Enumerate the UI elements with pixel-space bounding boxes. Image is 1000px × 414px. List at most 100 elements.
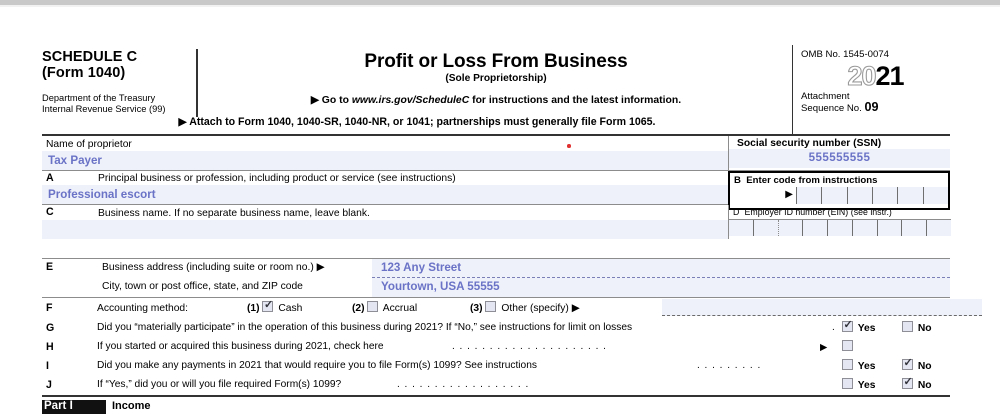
- checkbox-no[interactable]: [902, 373, 913, 391]
- ein-cell[interactable]: [901, 219, 927, 236]
- line-j-no[interactable]: No: [902, 373, 932, 395]
- line-g-no[interactable]: No: [902, 320, 932, 338]
- line-g-row: G Did you “materially participate” in th…: [42, 316, 950, 338]
- line-a-label: Principal business or profession, includ…: [98, 173, 456, 185]
- ein-cell[interactable]: [752, 219, 778, 236]
- ein-cells: [729, 218, 952, 236]
- page-title: Profit or Loss From Business: [364, 51, 628, 72]
- checkbox-accrual[interactable]: [367, 300, 379, 312]
- schedule-title: SCHEDULE C (Form 1040): [42, 45, 196, 81]
- line-e-city-row: City, town or post office, state, and ZI…: [42, 277, 950, 297]
- line-i-row: I Did you make any payments in 2021 that…: [42, 354, 950, 376]
- business-code-cell[interactable]: [871, 186, 898, 204]
- yes-label: Yes: [857, 360, 876, 372]
- cursor-marker-dot: [567, 144, 571, 148]
- line-d-label-note: (see instr.): [850, 206, 892, 217]
- line-h-row: H If you started or acquired this busine…: [42, 338, 950, 357]
- option-number: (1): [247, 302, 260, 314]
- line-j-leader-dots: . . . . . . . . . . . . . . . . . .: [397, 378, 530, 390]
- checkbox-no[interactable]: [902, 320, 913, 332]
- line-g-leader-dots: .: [832, 321, 836, 333]
- business-code-cells: ▶: [730, 186, 948, 204]
- part-i-title: Income: [112, 399, 151, 412]
- line-g-question: Did you “materially participate” in the …: [97, 321, 633, 333]
- line-e-street-label: Business address (including suite or roo…: [42, 259, 372, 278]
- line-i-yes[interactable]: Yes: [842, 358, 875, 376]
- arrow-right-icon: ▶: [785, 188, 793, 200]
- line-c-d-row: Business name. If no separate business n…: [42, 205, 952, 239]
- header-right-block: OMB No. 1545-0074 2021 Attachment Sequen…: [792, 45, 950, 134]
- ein-cell[interactable]: [926, 219, 952, 236]
- ein-cell[interactable]: [777, 219, 803, 236]
- schedule-title-line1: SCHEDULE C: [42, 49, 138, 65]
- header-bottom-rule: [42, 134, 950, 137]
- ssn-input[interactable]: 555555555: [729, 148, 950, 168]
- ein-cell[interactable]: [729, 219, 753, 236]
- line-d-label: Employer ID number (EIN): [744, 206, 849, 217]
- line-f-option-accrual[interactable]: (2) Accrual: [352, 299, 417, 318]
- checkbox-yes[interactable]: [842, 316, 853, 334]
- checkbox-started-business[interactable]: [842, 339, 853, 351]
- omb-number: OMB No. 1545-0074: [801, 49, 889, 60]
- goto-url[interactable]: www.irs.gov/ScheduleC: [351, 95, 470, 106]
- line-j-row: J If “Yes,” did you or will you file req…: [42, 373, 950, 395]
- business-code-cell[interactable]: [922, 186, 948, 204]
- form-page: SCHEDULE C (Form 1040) Department of the…: [0, 7, 1000, 414]
- checkbox-cash[interactable]: [262, 296, 274, 315]
- business-code-cell[interactable]: [796, 186, 822, 204]
- business-code-cell[interactable]: [821, 186, 847, 204]
- business-code-cell[interactable]: [846, 186, 872, 204]
- line-e-street-input[interactable]: 123 Any Street: [372, 258, 950, 278]
- no-label: No: [917, 379, 932, 391]
- proprietor-label: Name of proprietor: [46, 138, 132, 150]
- line-f-label: Accounting method:: [97, 302, 189, 314]
- checkbox-yes[interactable]: [842, 358, 853, 370]
- line-c-input[interactable]: [42, 219, 728, 239]
- attachment-sequence: Attachment Sequence No. 09: [801, 91, 950, 115]
- arrow-right-icon: ▶: [316, 261, 325, 273]
- ein-cell[interactable]: [876, 219, 902, 236]
- line-i-question: Did you make any payments in 2021 that w…: [97, 359, 537, 371]
- ein-cell[interactable]: [827, 219, 852, 236]
- line-i-no[interactable]: No: [902, 354, 932, 376]
- line-e-block: E Business address (including suite or r…: [42, 258, 950, 297]
- tax-year-digits: 21: [875, 61, 905, 91]
- department-block: Department of the Treasury Internal Reve…: [42, 93, 196, 114]
- line-f-row: F Accounting method: (1) Cash (2) Accrua…: [42, 296, 982, 319]
- option-number: (3): [470, 302, 483, 314]
- rule-after-line-a: [42, 204, 950, 206]
- line-j-yes[interactable]: Yes: [842, 377, 875, 395]
- checkbox-yes[interactable]: [842, 377, 853, 389]
- arrow-right-icon: ▶: [571, 302, 580, 314]
- goto-suffix: for instructions and the latest informat…: [469, 95, 682, 106]
- line-a-letter: A: [46, 171, 54, 184]
- ein-cell[interactable]: [802, 219, 828, 236]
- checkbox-no[interactable]: [902, 354, 913, 372]
- sequence-label: Sequence No.: [801, 103, 862, 115]
- line-h-checkbox-wrap[interactable]: [842, 339, 855, 357]
- checkbox-other[interactable]: [485, 300, 497, 312]
- business-code-box: B Enter code from instructions ▶: [728, 170, 950, 210]
- ein-box: D Employer ID number (EIN) (see instr.): [729, 205, 952, 243]
- proprietor-cell: Name of proprietor Tax Payer: [42, 136, 728, 170]
- line-f-option-cash[interactable]: (1) Cash: [247, 296, 302, 318]
- line-e-city-input[interactable]: Yourtown, USA 55555: [372, 277, 950, 297]
- option-number: (2): [352, 302, 365, 314]
- sequence-number: 09: [864, 100, 879, 115]
- part-i-badge: Part I: [42, 399, 106, 414]
- attach-to-form-line: ▶ Attach to Form 1040, 1040-SR, 1040-NR,…: [42, 116, 792, 128]
- rule-after-line-e: [42, 296, 950, 298]
- no-label: No: [917, 360, 932, 372]
- line-g-yes[interactable]: Yes: [842, 316, 875, 338]
- yes-label: Yes: [857, 379, 876, 391]
- line-c-cell: Business name. If no separate business n…: [42, 205, 728, 239]
- proprietor-name-input[interactable]: Tax Payer: [42, 150, 728, 170]
- line-b-label: Enter code from instructions: [746, 174, 878, 186]
- line-f-option-other[interactable]: (3) Other (specify) ▶: [470, 299, 580, 318]
- part-i-header: Part I Income: [42, 399, 950, 414]
- option-label: Accrual: [382, 302, 418, 314]
- line-a-input[interactable]: Professional escort: [42, 185, 728, 205]
- business-code-cell[interactable]: [897, 186, 923, 204]
- ein-cell[interactable]: [851, 219, 877, 236]
- line-f-other-input[interactable]: [662, 298, 982, 316]
